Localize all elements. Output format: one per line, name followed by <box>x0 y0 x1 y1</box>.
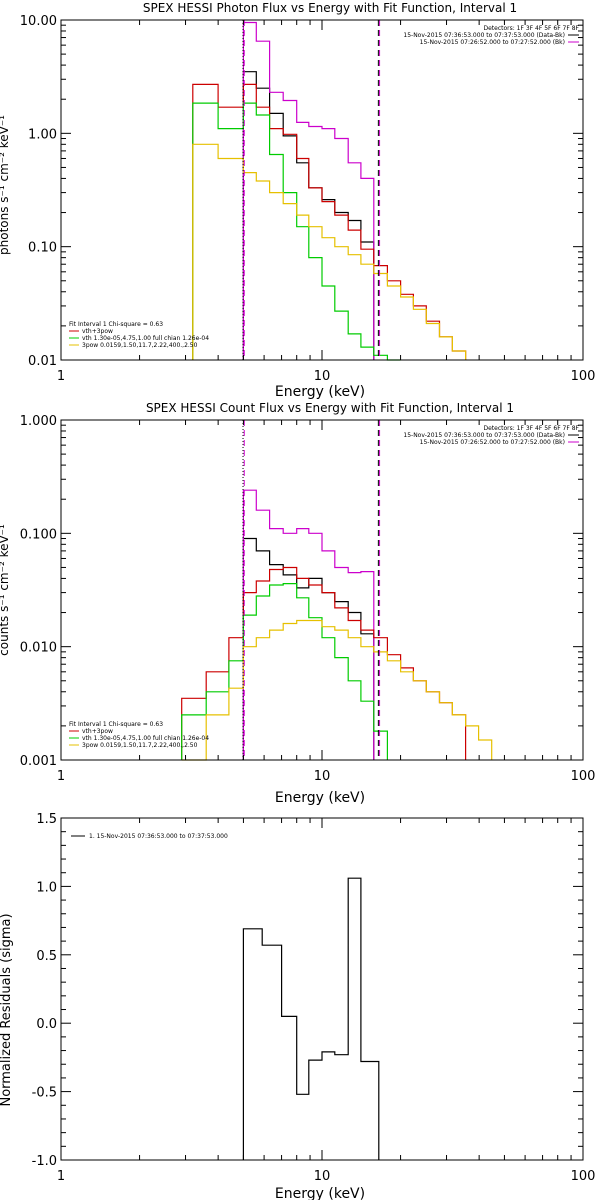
x-tick-label: 1 <box>57 1169 65 1184</box>
x-tick-label: 100 <box>571 769 596 784</box>
legend-entry: 3pow 0.0159,1.50,11.7,2.22,400.,2.50 <box>82 342 198 349</box>
legend-entry: 3pow 0.0159,1.50,11.7,2.22,400.,2.50 <box>82 742 198 749</box>
y-tick-label: 0.01 <box>28 354 57 369</box>
legend-entry: 15-Nov-2015 07:26:52.000 to 07:27:52.000… <box>420 39 565 46</box>
photon-flux-panel: SPEX HESSI Photon Flux vs Energy with Fi… <box>0 1 595 400</box>
y-tick-label: -0.5 <box>32 1086 57 1101</box>
y-tick-label: 0.10 <box>28 241 57 256</box>
y-tick-label: 1.5 <box>36 812 57 827</box>
y-tick-label: 10.00 <box>20 14 57 29</box>
series-line-4 <box>181 619 493 761</box>
legend-entry: vth 1.30e-05,4.75,1.00 full chian 1.26e-… <box>82 335 209 342</box>
count-flux-xlabel: Energy (keV) <box>275 790 365 806</box>
photon-flux-xlabel: Energy (keV) <box>275 384 365 400</box>
count-flux-title: SPEX HESSI Count Flux vs Energy with Fit… <box>146 401 514 415</box>
legend-entry: 15-Nov-2015 07:36:53.000 to 07:37:53.000… <box>403 32 565 39</box>
y-tick-label: -1.0 <box>32 1154 57 1169</box>
detectors-legend-header: Detectors: 1F 3F 4F 5F 6F 7F 8F <box>483 425 579 432</box>
series-line-2 <box>181 566 467 760</box>
series-line-3 <box>181 583 388 760</box>
fit-legend-header: Fit Interval 1 Chi-square = 0.63 <box>69 321 163 328</box>
y-tick-label: 0.0 <box>36 1017 57 1032</box>
series-line-4 <box>192 143 467 360</box>
x-tick-label: 10 <box>314 1169 331 1184</box>
x-tick-label: 10 <box>314 369 331 384</box>
residuals-panel: Energy (keV) Normalized Residuals (sigma… <box>0 812 595 1200</box>
y-tick-label: 0.010 <box>20 641 57 656</box>
legend-entry: vth 1.30e-05,4.75,1.00 full chian 1.26e-… <box>82 735 209 742</box>
y-tick-label: 0.100 <box>20 527 57 542</box>
residuals-xlabel: Energy (keV) <box>275 1186 365 1200</box>
legend-entry: 15-Nov-2015 07:26:52.000 to 07:27:52.000… <box>420 439 565 446</box>
x-tick-label: 100 <box>571 369 596 384</box>
y-tick-label: 1.00 <box>28 127 57 142</box>
x-tick-label: 1 <box>57 369 65 384</box>
series-line-2 <box>192 83 467 360</box>
detectors-legend-header: Detectors: 1F 3F 4F 5F 6F 7F 8F <box>483 25 579 32</box>
x-tick-label: 1 <box>57 769 65 784</box>
legend-entry: 15-Nov-2015 07:36:53.000 to 07:37:53.000… <box>403 432 565 439</box>
y-tick-label: 0.001 <box>20 754 57 769</box>
x-tick-label: 100 <box>571 1169 596 1184</box>
y-tick-label: 0.5 <box>36 949 57 964</box>
series-line-0 <box>242 877 380 1160</box>
y-tick-label: 1.000 <box>20 414 57 429</box>
count-flux-ylabel: counts s⁻¹ cm⁻² keV⁻¹ <box>0 524 11 656</box>
series-line-1 <box>242 489 375 760</box>
legend-entry: vth+3pow <box>82 728 113 735</box>
series-line-1 <box>242 21 375 360</box>
count-flux-panel: SPEX HESSI Count Flux vs Energy with Fit… <box>0 401 595 806</box>
legend-entry: 1. 15-Nov-2015 07:36:53.000 to 07:37:53.… <box>89 833 228 840</box>
legend-entry: vth+3pow <box>82 328 113 335</box>
residuals-ylabel: Normalized Residuals (sigma) <box>0 913 14 1106</box>
fit-legend-header: Fit Interval 1 Chi-square = 0.63 <box>69 721 163 728</box>
photon-flux-title: SPEX HESSI Photon Flux vs Energy with Fi… <box>143 1 517 15</box>
photon-flux-ylabel: photons s⁻¹ cm⁻² keV⁻¹ <box>0 115 11 255</box>
plot-frame <box>60 817 584 1161</box>
series-line-0 <box>242 537 375 760</box>
x-tick-label: 10 <box>314 769 331 784</box>
y-tick-label: 1.0 <box>36 880 57 895</box>
